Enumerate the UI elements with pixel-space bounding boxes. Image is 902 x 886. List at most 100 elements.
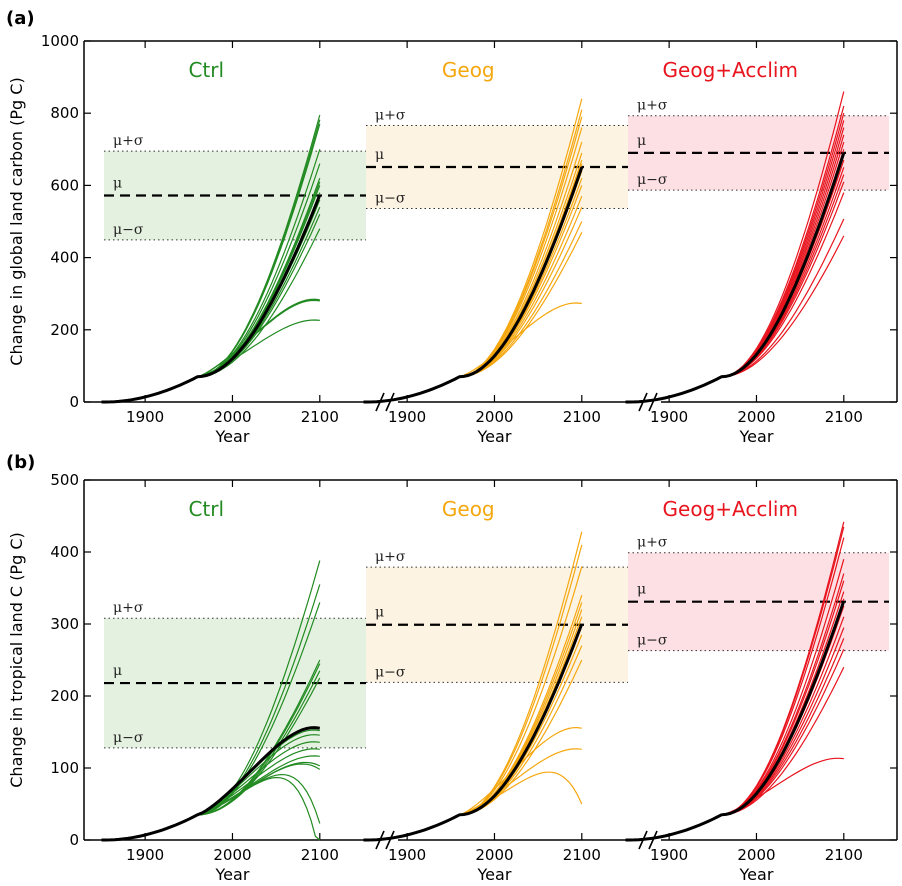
- x-tick-label: 2000: [213, 846, 251, 864]
- y-tick-label: 200: [50, 321, 79, 339]
- group-title: Ctrl: [188, 58, 224, 82]
- mu-label: μ: [375, 605, 384, 621]
- y-tick-label: 0: [69, 393, 79, 411]
- x-tick-label: 2000: [737, 846, 775, 864]
- y-tick-label: 500: [50, 471, 79, 489]
- x-tick-label: 1900: [650, 408, 688, 426]
- ensemble-member-line: [625, 174, 845, 403]
- axis-break-mark: [385, 830, 395, 850]
- mu-minus-sigma-label: μ−σ: [113, 222, 144, 238]
- x-tick-label: 2100: [563, 846, 601, 864]
- mu-plus-sigma-label: μ+σ: [375, 107, 406, 123]
- ensemble-member-line: [625, 757, 844, 841]
- x-axis-label: Year: [215, 427, 250, 446]
- x-axis-label: Year: [739, 427, 774, 446]
- mu-minus-sigma-label: μ−σ: [113, 730, 144, 746]
- y-tick-label: 300: [50, 615, 79, 633]
- mu-label: μ: [113, 176, 122, 192]
- ensemble-member-line: [101, 298, 320, 403]
- y-tick-label: 800: [50, 104, 79, 122]
- ensemble-member-line: [101, 755, 320, 841]
- mu-plus-sigma-label: μ+σ: [113, 600, 144, 616]
- ensemble-member-line: [363, 726, 582, 841]
- ensemble-member-line: [625, 152, 845, 403]
- group-geog-acclim: 1900 2000 2100 Year Geog+Acclim μ+σ μ μ−σ: [625, 480, 889, 884]
- y-axis-label: Change in tropical land C (Pg C): [7, 532, 26, 787]
- ensemble-mean-line: [625, 152, 846, 404]
- group-title: Geog+Acclim: [663, 58, 798, 82]
- ensemble-member-line: [625, 181, 845, 403]
- y-tick-label: 400: [50, 249, 79, 267]
- ensemble-member-line: [363, 177, 583, 403]
- ensemble-mean-line: [363, 623, 584, 842]
- group-ctrl: 1900 2000 2100 Year Ctrl μ+σ μ μ−σ: [101, 480, 366, 884]
- mu-plus-sigma-label: μ+σ: [113, 133, 144, 149]
- x-axis-label: Year: [477, 427, 512, 446]
- ensemble-member-line: [101, 319, 320, 403]
- y-tick-label: 200: [50, 687, 79, 705]
- axis-break-mark: [648, 392, 658, 412]
- mu-minus-sigma-label: μ−σ: [375, 191, 406, 207]
- mu-label: μ: [637, 582, 646, 598]
- x-tick-label: 2100: [301, 408, 339, 426]
- group-geog: 1900 2000 2100 Year Geog μ+σ μ μ−σ: [363, 480, 628, 884]
- ensemble-mean-line: [101, 194, 322, 404]
- axis-break-mark: [648, 830, 658, 850]
- y-tick-label: 1000: [41, 32, 79, 50]
- mu-minus-sigma-label: μ−σ: [637, 633, 668, 649]
- panel-b: 0 100 200 300 400 500 Change in tropical land …: [6, 452, 898, 884]
- y-tick-label: 100: [50, 759, 79, 777]
- panel-a: 0 200 400 600 800 1000 Change in global land c…: [6, 8, 898, 446]
- y-tick-label: 400: [50, 543, 79, 561]
- group-title: Ctrl: [188, 497, 224, 521]
- ensemble-mean-line: [101, 726, 321, 842]
- ensemble-member-line: [625, 627, 845, 841]
- group-ctrl: 1900 2000 2100 Year Ctrl μ+σ μ μ−σ: [101, 41, 366, 446]
- panel-label: (b): [6, 452, 35, 473]
- x-tick-label: 2000: [737, 408, 775, 426]
- x-tick-label: 1900: [650, 846, 688, 864]
- ensemble-member-line: [101, 299, 320, 403]
- x-tick-label: 2100: [825, 846, 863, 864]
- ensemble-member-line: [363, 748, 582, 841]
- mu-label: μ: [637, 133, 646, 149]
- y-tick-label: 600: [50, 176, 79, 194]
- x-axis-label: Year: [739, 865, 774, 884]
- ensemble-member-line: [363, 302, 582, 403]
- ensemble-member-line: [625, 159, 845, 403]
- ensemble-mean-line: [625, 600, 846, 842]
- group-geog-acclim: 1900 2000 2100 Year Geog+Acclim μ+σ μ μ−σ: [625, 41, 889, 446]
- x-tick-label: 2000: [475, 408, 513, 426]
- x-tick-label: 1900: [126, 846, 164, 864]
- group-title: Geog: [442, 58, 495, 82]
- mu-label: μ: [375, 147, 384, 163]
- x-tick-label: 2000: [475, 846, 513, 864]
- group-title: Geog+Acclim: [663, 497, 798, 521]
- axis-break-mark: [385, 392, 395, 412]
- group-geog: 1900 2000 2100 Year Geog μ+σ μ μ−σ: [363, 41, 628, 446]
- mu-plus-sigma-label: μ+σ: [375, 549, 406, 565]
- mu-minus-sigma-label: μ−σ: [375, 664, 406, 680]
- x-axis-label: Year: [215, 865, 250, 884]
- ensemble-member-line: [101, 299, 320, 403]
- mu-plus-sigma-label: μ+σ: [637, 98, 668, 114]
- x-tick-label: 2100: [563, 408, 601, 426]
- mu-plus-sigma-label: μ+σ: [637, 535, 668, 551]
- x-tick-label: 1900: [388, 408, 426, 426]
- mu-label: μ: [113, 663, 122, 679]
- ensemble-member-line: [363, 771, 583, 841]
- x-tick-label: 1900: [388, 846, 426, 864]
- mu-minus-sigma-label: μ−σ: [637, 172, 668, 188]
- y-tick-label: 0: [69, 831, 79, 849]
- ensemble-mean-line: [363, 166, 584, 404]
- panel-label: (a): [6, 8, 35, 29]
- x-tick-label: 2100: [301, 846, 339, 864]
- ensemble-member-line: [101, 761, 321, 841]
- x-tick-label: 1900: [126, 408, 164, 426]
- y-axis-label: Change in global land carbon (Pg C): [7, 77, 26, 365]
- x-axis-label: Year: [477, 865, 512, 884]
- x-tick-label: 2000: [213, 408, 251, 426]
- group-title: Geog: [442, 497, 495, 521]
- x-tick-label: 2100: [825, 408, 863, 426]
